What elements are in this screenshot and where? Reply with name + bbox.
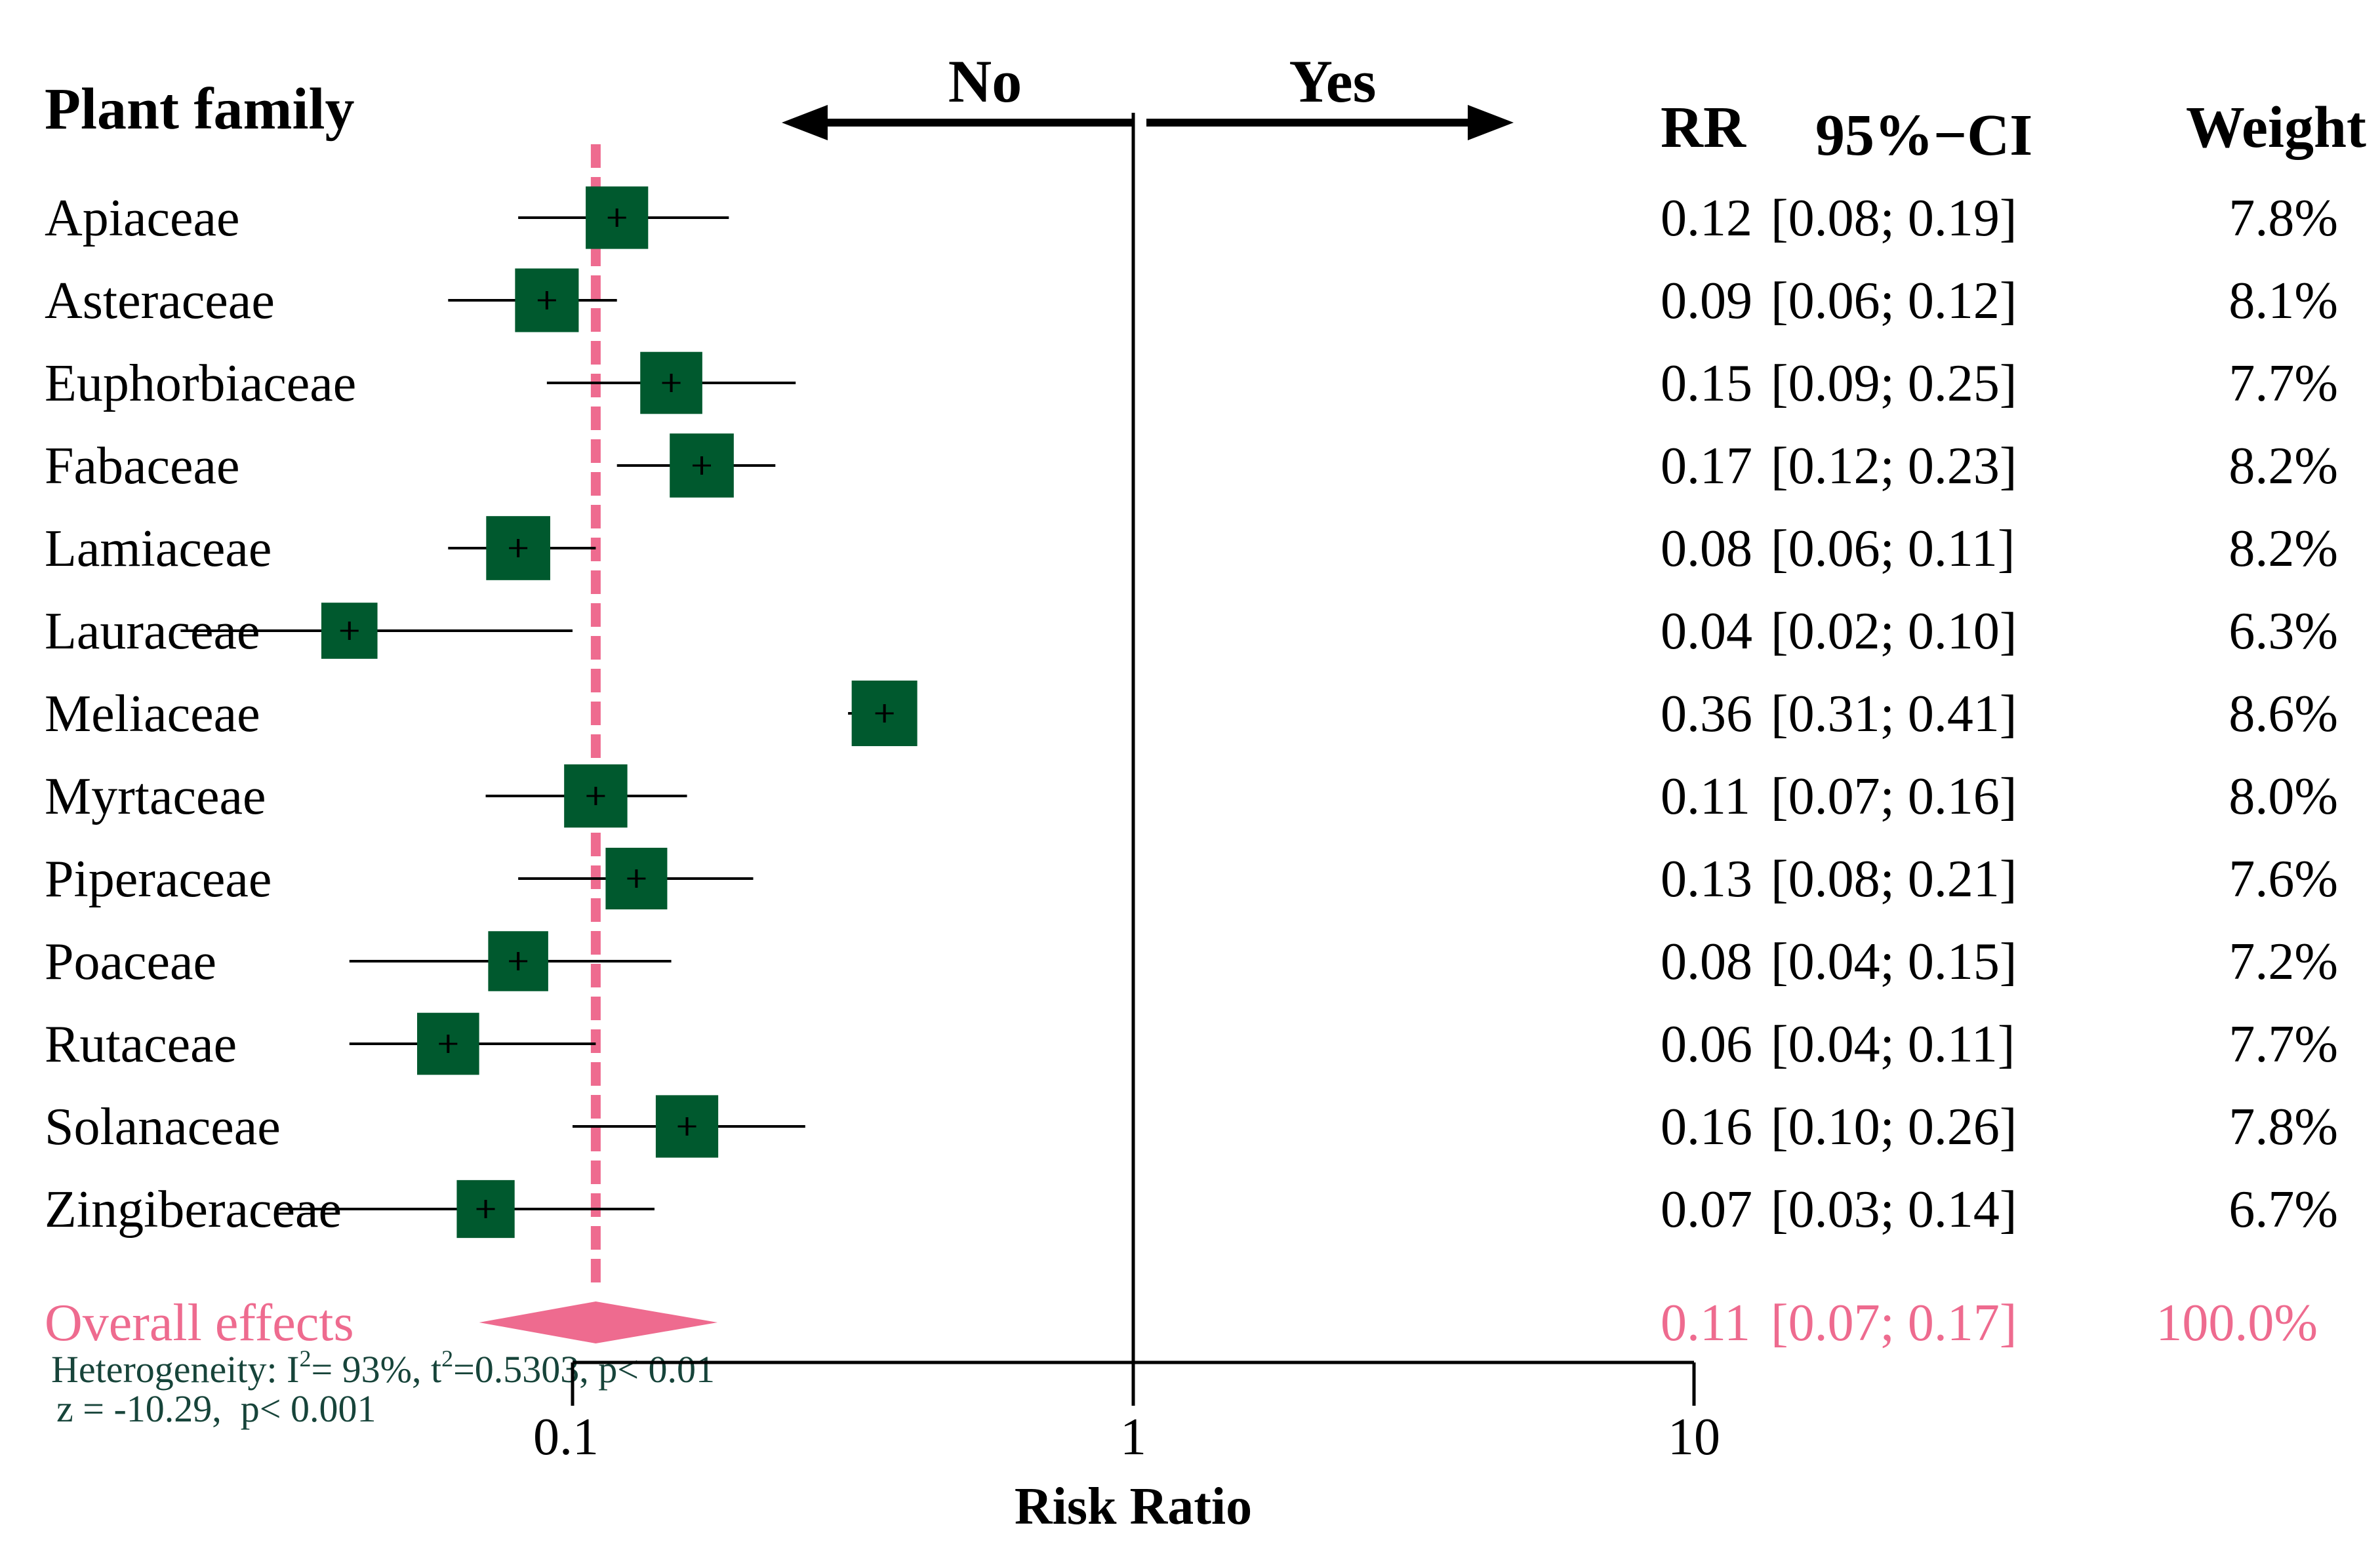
weight-value: 8.2% bbox=[2229, 520, 2338, 578]
ci-value: [0.08; 0.21] bbox=[1771, 850, 2017, 908]
study-row-fabaceae: Fabaceae 0.17 [0.12; 0.23] 8.2% bbox=[45, 433, 2338, 498]
ci-value: [0.31; 0.41] bbox=[1771, 685, 2017, 743]
ci-value: [0.07; 0.16] bbox=[1771, 768, 2017, 825]
ci-value: [0.08; 0.19] bbox=[1771, 189, 2017, 247]
study-label: Piperaceae bbox=[45, 850, 272, 908]
z-test-text: z = -10.29, p< 0.001 bbox=[56, 1387, 376, 1430]
rr-value: 0.04 bbox=[1661, 603, 1752, 660]
weight-value: 8.6% bbox=[2229, 685, 2338, 743]
weight-value: 8.0% bbox=[2229, 768, 2338, 825]
rr-value: 0.15 bbox=[1661, 355, 1752, 412]
study-row-solanaceae: Solanaceae 0.16 [0.10; 0.26] 7.8% bbox=[45, 1095, 2338, 1158]
ci-value: [0.10; 0.26] bbox=[1771, 1098, 2017, 1156]
study-row-myrtaceae: Myrtaceae 0.11 [0.07; 0.16] 8.0% bbox=[45, 764, 2338, 828]
study-rows: Apiaceae 0.12 [0.08; 0.19] 7.8% Asteraceae 0.… bbox=[45, 186, 2338, 1239]
weight-value: 6.3% bbox=[2229, 603, 2338, 660]
heterogeneity-text: Heterogeneity: I2= 93%, t2=0.5303, p< 0.… bbox=[51, 1345, 715, 1391]
study-row-lauraceae: Lauraceae 0.04 [0.02; 0.10] 6.3% bbox=[45, 603, 2338, 660]
header-rr: RR bbox=[1661, 95, 1746, 160]
weight-value: 7.7% bbox=[2229, 1016, 2338, 1073]
ci-value: [0.06; 0.12] bbox=[1771, 272, 2017, 330]
axis-tick-label: 1 bbox=[1120, 1408, 1146, 1466]
overall-weight: 100.0% bbox=[2156, 1294, 2318, 1352]
study-label: Lamiaceae bbox=[45, 520, 272, 578]
study-row-piperaceae: Piperaceae 0.13 [0.08; 0.21] 7.6% bbox=[45, 847, 2338, 910]
overall-ci: [0.07; 0.17] bbox=[1771, 1294, 2017, 1352]
study-label: Euphorbiaceae bbox=[45, 355, 356, 412]
rr-value: 0.08 bbox=[1661, 520, 1752, 578]
weight-value: 8.2% bbox=[2229, 437, 2338, 495]
heterogeneity-prefix: Heterogeneity: I bbox=[51, 1348, 299, 1391]
study-row-asteraceae: Asteraceae 0.09 [0.06; 0.12] 8.1% bbox=[45, 268, 2338, 332]
ci-value: [0.06; 0.11] bbox=[1771, 520, 2015, 578]
axis-tick-label: 10 bbox=[1668, 1408, 1720, 1466]
study-label: Poaceae bbox=[45, 933, 216, 991]
axis-tick-label: 0.1 bbox=[533, 1408, 599, 1466]
rr-value: 0.11 bbox=[1661, 768, 1750, 825]
heterogeneity-i2-value: = 93%, t bbox=[311, 1348, 441, 1391]
study-row-lamiaceae: Lamiaceae 0.08 [0.06; 0.11] 8.2% bbox=[45, 516, 2338, 580]
weight-value: 7.6% bbox=[2229, 850, 2338, 908]
study-label: Myrtaceae bbox=[45, 768, 266, 825]
study-row-poaceae: Poaceae 0.08 [0.04; 0.15] 7.2% bbox=[45, 931, 2338, 991]
ci-value: [0.04; 0.11] bbox=[1771, 1016, 2015, 1073]
ci-value: [0.02; 0.10] bbox=[1771, 603, 2017, 660]
rr-value: 0.06 bbox=[1661, 1016, 1752, 1073]
direction-arrows: No Yes bbox=[782, 48, 1514, 140]
weight-value: 8.1% bbox=[2229, 272, 2338, 330]
rr-value: 0.12 bbox=[1661, 189, 1752, 247]
heterogeneity-t2-rest: =0.5303, p< 0.01 bbox=[453, 1348, 715, 1391]
header-weight: Weight bbox=[2186, 95, 2366, 160]
rr-value: 0.08 bbox=[1661, 933, 1752, 991]
study-label: Asteraceae bbox=[45, 272, 275, 330]
rr-value: 0.36 bbox=[1661, 685, 1752, 743]
heterogeneity-t2-exp: 2 bbox=[441, 1345, 453, 1372]
ci-value: [0.12; 0.23] bbox=[1771, 437, 2017, 495]
overall-diamond bbox=[479, 1301, 718, 1343]
weight-value: 7.8% bbox=[2229, 1098, 2338, 1156]
ci-value: [0.03; 0.14] bbox=[1771, 1181, 2017, 1239]
ci-value: [0.04; 0.15] bbox=[1771, 933, 2017, 991]
study-row-rutaceae: Rutaceae 0.06 [0.04; 0.11] 7.7% bbox=[45, 1012, 2338, 1075]
study-row-meliaceae: Meliaceae 0.36 [0.31; 0.41] 8.6% bbox=[45, 681, 2338, 746]
x-axis: 0.1 1 10 bbox=[533, 1360, 1720, 1466]
study-label: Meliaceae bbox=[45, 685, 260, 743]
weight-value: 7.7% bbox=[2229, 355, 2338, 412]
header-study: Plant family bbox=[45, 77, 354, 142]
overall-row: Overall effects 0.11 [0.07; 0.17] 100.0% bbox=[45, 1294, 2318, 1352]
heterogeneity-i2-exp: 2 bbox=[299, 1345, 311, 1372]
direction-yes-label: Yes bbox=[1289, 48, 1377, 115]
study-row-euphorbiaceae: Euphorbiaceae 0.15 [0.09; 0.25] 7.7% bbox=[45, 351, 2338, 414]
rr-value: 0.17 bbox=[1661, 437, 1752, 495]
arrow-left-head bbox=[782, 105, 828, 140]
overall-label: Overall effects bbox=[45, 1294, 354, 1352]
study-label: Solanaceae bbox=[45, 1098, 281, 1156]
study-label: Apiaceae bbox=[45, 189, 240, 247]
study-label: Rutaceae bbox=[45, 1016, 237, 1073]
study-row-zingiberaceae: Zingiberaceae 0.07 [0.03; 0.14] 6.7% bbox=[45, 1180, 2338, 1239]
arrow-right-head bbox=[1468, 105, 1514, 140]
rr-value: 0.07 bbox=[1661, 1181, 1752, 1239]
weight-value: 7.2% bbox=[2229, 933, 2338, 991]
rr-value: 0.13 bbox=[1661, 850, 1752, 908]
study-label: Fabaceae bbox=[45, 437, 240, 495]
overall-rr: 0.11 bbox=[1661, 1294, 1750, 1352]
rr-value: 0.16 bbox=[1661, 1098, 1752, 1156]
weight-value: 7.8% bbox=[2229, 189, 2338, 247]
study-row-apiaceae: Apiaceae 0.12 [0.08; 0.19] 7.8% bbox=[45, 186, 2338, 249]
weight-value: 6.7% bbox=[2229, 1181, 2338, 1239]
rr-value: 0.09 bbox=[1661, 272, 1752, 330]
ci-value: [0.09; 0.25] bbox=[1771, 355, 2017, 412]
direction-no-label: No bbox=[948, 48, 1022, 115]
x-axis-title: Risk Ratio bbox=[1015, 1478, 1252, 1536]
header-ci: 95%−CI bbox=[1815, 103, 2032, 168]
